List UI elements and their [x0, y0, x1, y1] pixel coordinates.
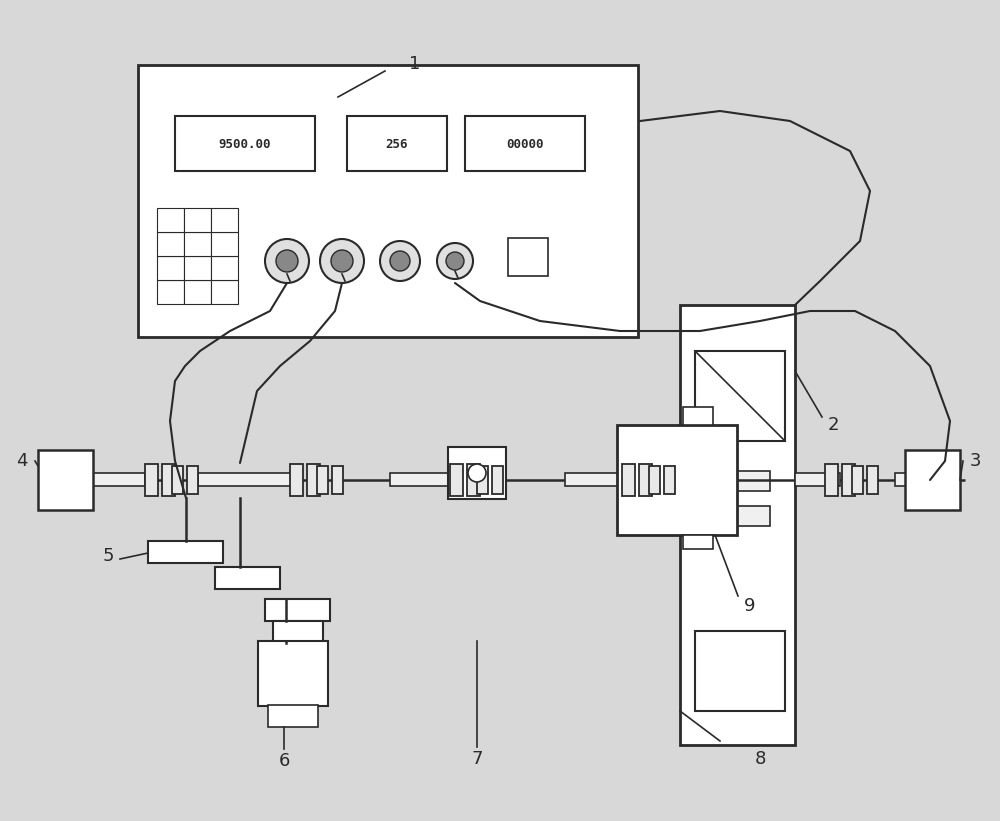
Bar: [157, 208, 184, 232]
Bar: [795, 473, 840, 486]
Bar: [450, 464, 463, 496]
Bar: [639, 464, 652, 496]
Bar: [448, 447, 506, 499]
Bar: [390, 473, 455, 486]
Circle shape: [390, 251, 410, 271]
Bar: [187, 466, 198, 494]
Bar: [673, 473, 685, 486]
Text: 00000: 00000: [506, 137, 544, 150]
Bar: [157, 280, 184, 304]
Bar: [55, 473, 145, 486]
Text: 7: 7: [471, 750, 483, 768]
Bar: [307, 464, 320, 496]
Text: 6: 6: [278, 752, 290, 770]
Bar: [211, 256, 238, 280]
Bar: [710, 506, 770, 526]
Bar: [258, 641, 328, 706]
Bar: [184, 256, 211, 280]
Text: 2: 2: [827, 416, 839, 434]
Circle shape: [320, 239, 364, 283]
Bar: [622, 464, 635, 496]
Text: 1: 1: [409, 55, 421, 73]
Bar: [38, 450, 93, 510]
Bar: [273, 621, 323, 643]
Bar: [852, 466, 863, 494]
Text: 9: 9: [744, 597, 756, 615]
Bar: [664, 466, 675, 494]
Circle shape: [437, 243, 473, 279]
Text: 9500.00: 9500.00: [219, 137, 271, 150]
Bar: [175, 116, 315, 171]
Text: 5: 5: [102, 547, 114, 565]
Bar: [477, 466, 488, 494]
Bar: [649, 466, 660, 494]
Bar: [565, 473, 630, 486]
Circle shape: [331, 250, 353, 272]
Circle shape: [265, 239, 309, 283]
Bar: [680, 305, 795, 745]
Circle shape: [276, 250, 298, 272]
Circle shape: [446, 252, 464, 270]
Bar: [317, 466, 328, 494]
Bar: [895, 473, 960, 486]
Text: 4: 4: [16, 452, 28, 470]
Bar: [683, 535, 713, 549]
Bar: [268, 705, 318, 727]
Bar: [184, 208, 211, 232]
Text: 256: 256: [386, 137, 408, 150]
Bar: [184, 232, 211, 256]
Bar: [145, 464, 158, 496]
Bar: [157, 256, 184, 280]
Bar: [265, 599, 330, 621]
Bar: [492, 466, 503, 494]
Bar: [211, 280, 238, 304]
Bar: [710, 471, 770, 491]
Bar: [467, 464, 480, 496]
Text: 8: 8: [754, 750, 766, 768]
Bar: [215, 567, 280, 589]
Bar: [211, 232, 238, 256]
Circle shape: [468, 464, 486, 482]
Bar: [695, 351, 785, 441]
Bar: [683, 407, 713, 425]
Bar: [211, 208, 238, 232]
Bar: [617, 425, 737, 535]
Bar: [465, 116, 585, 171]
Bar: [138, 65, 638, 337]
Bar: [867, 466, 878, 494]
Bar: [162, 464, 175, 496]
Text: 3: 3: [969, 452, 981, 470]
Bar: [148, 541, 223, 563]
Bar: [332, 466, 343, 494]
Bar: [842, 464, 855, 496]
Bar: [172, 466, 183, 494]
Bar: [157, 232, 184, 256]
Bar: [290, 464, 303, 496]
Bar: [695, 631, 785, 711]
Bar: [508, 238, 548, 276]
Bar: [184, 280, 211, 304]
Bar: [198, 473, 295, 486]
Bar: [825, 464, 838, 496]
Bar: [905, 450, 960, 510]
Circle shape: [380, 241, 420, 281]
Bar: [347, 116, 447, 171]
